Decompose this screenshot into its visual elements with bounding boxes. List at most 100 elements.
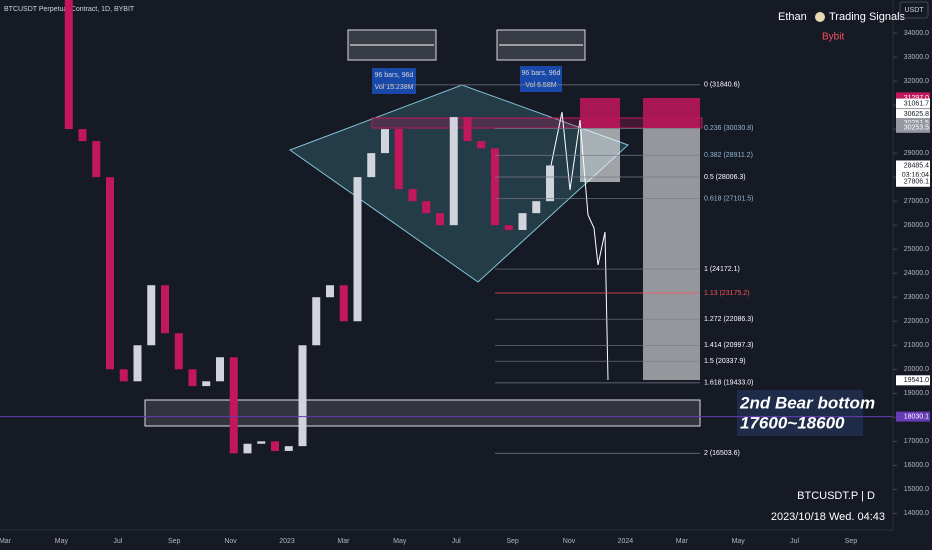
x-tick-label: Jul [790,538,799,545]
candle-body [271,441,279,451]
candle-body [64,0,73,130]
fib-label: 0 (31840.6) [704,82,740,89]
candle-body [202,381,211,387]
y-tick-label: 26000.0 [904,222,929,229]
x-tick-label: Mar [676,538,689,545]
fib-label: 1.5 (20337.9) [704,358,746,365]
measure-vol: Vol 6.58M [525,82,556,89]
fib-label: 0.618 (27101.5) [704,196,753,203]
x-tick-label: May [393,538,407,545]
price-tag [896,411,930,422]
price-tag [896,98,930,109]
fib-label: 1.272 (22086.3) [704,316,753,323]
currency: USDT [904,7,924,14]
y-tick-label: 23000.0 [904,294,929,301]
candle-body [106,177,114,370]
countdown-bg [896,170,930,180]
price-tag-label: 30625.8 [904,111,929,118]
x-tick-label: May [55,538,69,545]
fib-label: 0.382 (28911.2) [704,152,753,159]
price-tag-label: 19541.0 [904,377,929,384]
y-tick-label: 21000.0 [904,342,929,349]
y-tick-label: 17000.0 [904,438,929,445]
price-tag-label: 18030.1 [904,413,929,420]
stop-zone [580,98,620,128]
fib-label: 1.618 (19433.0) [704,380,753,387]
plot [64,0,554,454]
price-tag [896,176,930,187]
candle-body [532,201,541,214]
x-tick-label: Mar [0,538,12,545]
candle-body [78,129,87,142]
x-tick-label: Jul [113,538,122,545]
fib-label: 0.236 (30030.8) [704,125,753,132]
x-tick-label: Sep [506,538,519,545]
candle-body [161,285,169,334]
bottom-zone [144,399,701,427]
measure-vol: Vol 15.238M [375,84,414,91]
candle-body [284,446,293,451]
candle-body [92,141,101,178]
x-tick-label: 2023 [279,538,295,545]
x-tick-label: May [732,538,746,545]
price-tag [896,375,930,386]
candle-body [119,369,128,382]
price-tag [896,122,930,133]
price-tag-label: 31061.7 [904,100,929,107]
y-tick-label: 16000.0 [904,462,929,469]
candle-body [229,357,238,454]
fib-label: 1.414 (20997.3) [704,342,753,349]
annotation: 17600~18600 [740,413,845,432]
candle-body [298,345,307,447]
author: Ethan [778,11,807,23]
y-tick-label: 25000.0 [904,246,929,253]
currency-box [899,1,929,19]
candle-body [174,333,183,370]
footer-ticker: BTCUSDT.P | D [797,490,875,502]
fib-label: 1.13 (23175.2) [704,290,750,297]
candle-body [436,213,444,226]
x-tick-label: Sep [168,538,181,545]
brand: Trading Signals [829,11,906,23]
y-tick-label: 22000.0 [904,318,929,325]
price-tag-label: 30253.5 [904,125,929,132]
y-tick-label: 24000.0 [904,270,929,277]
price-tag-label: 28485.4 [904,162,929,169]
annotation: 2nd Bear bottom [739,393,875,412]
price-tag-label: 27806.1 [904,179,929,186]
fib-label: 0.5 (28006.3) [704,174,746,181]
candle-body [312,297,321,346]
measure-bars: 96 bars, 96d [522,70,561,77]
x-tick-label: 2024 [618,538,634,545]
x-tick-label: Nov [563,538,576,545]
x-tick-label: Sep [845,538,858,545]
candle-body [422,201,431,214]
candle-body [449,117,458,226]
projection-path [547,111,609,381]
y-tick-label: 29000.0 [904,150,929,157]
candle-body [353,177,362,322]
candle-body [518,213,527,230]
diamond-pattern [288,84,629,283]
candle-body [243,443,252,454]
candle-body [257,441,266,444]
candle-body [546,165,554,202]
candle-body [491,148,499,226]
candle-body [408,189,417,202]
price-tag [896,92,930,103]
y-tick-label: 34000.0 [904,30,929,37]
candle-body [188,369,197,387]
footer-time: 2023/10/18 Wed. 04:43 [771,511,885,523]
stop-zone [643,98,700,128]
logo [815,12,825,22]
y-tick-label: 20000.0 [904,366,929,373]
measure-label-bg [372,68,416,94]
candle-body [463,117,472,142]
countdown: 03:16:04 [902,172,929,179]
resistance-zone [371,117,703,129]
candle-body [367,153,376,178]
fib-label: 1 (24172.1) [704,266,740,273]
candle-body [504,225,513,230]
candle-body [381,129,389,154]
price-tag [896,109,930,120]
